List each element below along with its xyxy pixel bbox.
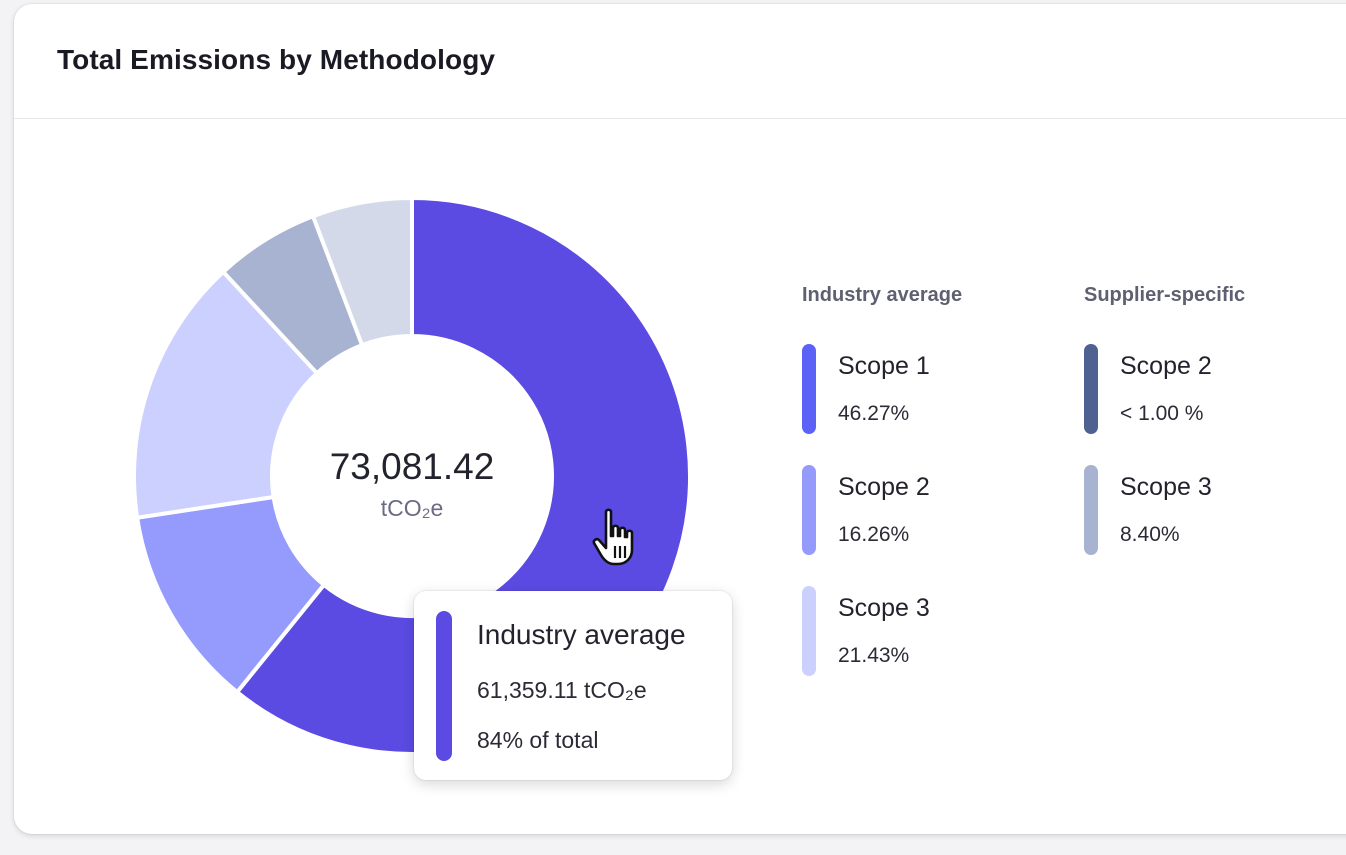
legend-label: Scope 2: [1120, 352, 1212, 380]
legend-item-industry-scope3[interactable]: Scope 3 21.43%: [802, 586, 1032, 678]
legend-label: Scope 3: [838, 594, 930, 622]
tooltip-color-bar: [436, 611, 452, 761]
legend-label: Scope 2: [838, 473, 930, 501]
legend-percent: < 1.00 %: [1120, 402, 1204, 425]
donut-slice-4[interactable]: [310, 195, 414, 348]
legend-swatch: [1084, 344, 1098, 434]
legend-swatch: [1084, 465, 1098, 555]
hand-pointer-icon: [592, 508, 634, 566]
legend-swatch: [802, 344, 816, 434]
card-header: Total Emissions by Methodology: [14, 4, 1346, 119]
legend-label: Scope 3: [1120, 473, 1212, 501]
legend-item-supplier-scope2[interactable]: Scope 2 < 1.00 %: [1084, 344, 1314, 436]
legend-percent: 8.40%: [1120, 523, 1180, 546]
tooltip-title: Industry average: [477, 619, 686, 650]
legend-percent: 16.26%: [838, 523, 910, 546]
card-title: Total Emissions by Methodology: [57, 44, 496, 75]
tooltip-value: 61,359.11 tCO₂e: [477, 677, 647, 703]
donut-center-value: 73,081.42: [329, 446, 495, 487]
chart-tooltip: Industry average 61,359.11 tCO₂e 84% of …: [414, 591, 732, 780]
legend-item-industry-scope2[interactable]: Scope 2 16.26%: [802, 465, 1032, 557]
legend-item-industry-scope1[interactable]: Scope 1 46.27%: [802, 344, 1032, 436]
donut-slice-2[interactable]: [132, 269, 320, 520]
donut-center-unit: tCO₂e: [380, 495, 444, 521]
legend-group-title-supplier: Supplier-specific: [1084, 284, 1246, 306]
legend-label: Scope 1: [838, 352, 930, 380]
legend-swatch: [802, 586, 816, 676]
legend-item-supplier-scope3[interactable]: Scope 3 8.40%: [1084, 465, 1314, 557]
legend-percent: 21.43%: [838, 644, 910, 667]
legend-percent: 46.27%: [838, 402, 910, 425]
legend-group-title-industry: Industry average: [802, 284, 963, 306]
tooltip-share: 84% of total: [477, 727, 599, 753]
legend-swatch: [802, 465, 816, 555]
